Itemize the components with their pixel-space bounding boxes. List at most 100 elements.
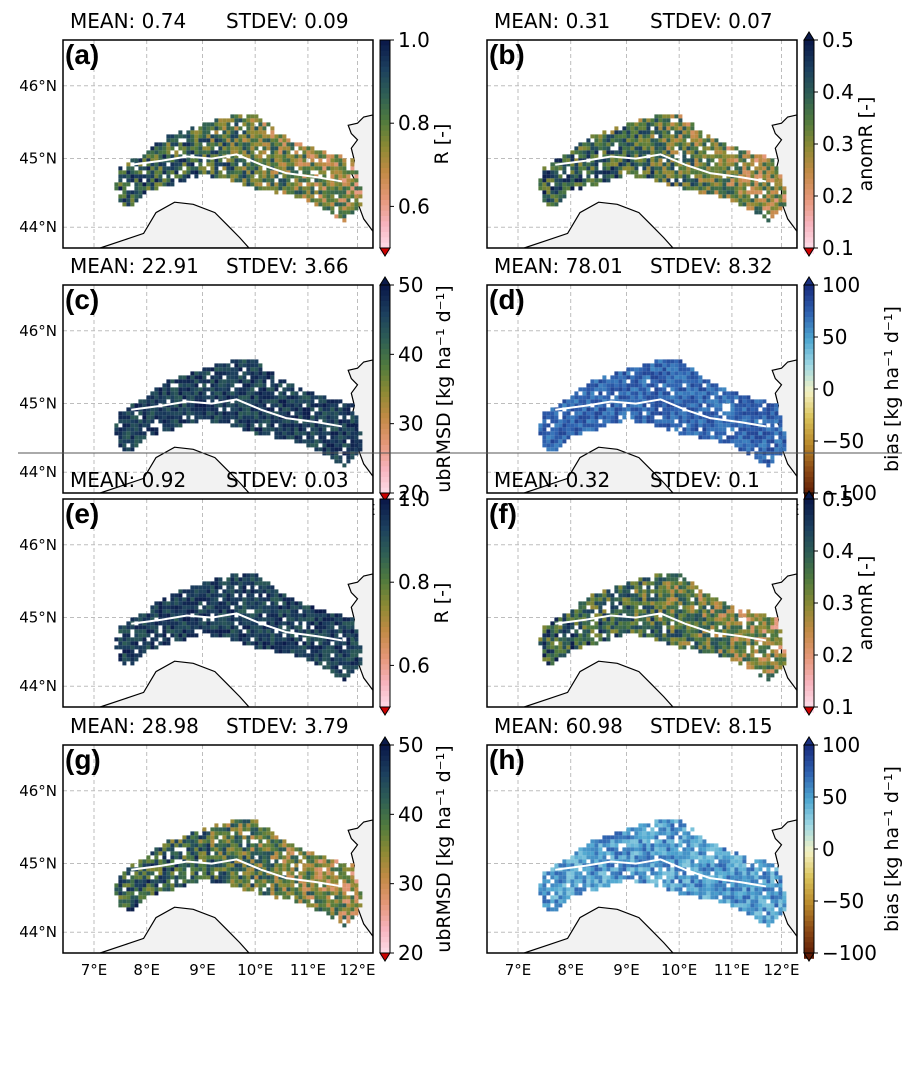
colorbar-segment [804,61,814,68]
colorbar-segment [380,798,390,805]
map-frame [62,39,374,249]
latitude-label: 46°N [19,77,57,95]
colorbar-segment [380,573,390,580]
colorbar-segment [804,621,814,628]
colorbar-segment [380,793,390,799]
colorbar-segment [380,72,390,78]
colorbar-segment [380,466,390,473]
colorbar-segment [380,285,390,291]
colorbar-segment [804,504,814,511]
colorbar-segment [804,359,814,366]
colorbar-segment [804,290,814,297]
colorbar-segment [380,104,390,110]
colorbar-segment [380,418,390,425]
colorbar-segment [380,471,390,478]
colorbar-segment [804,809,814,815]
colorbar-segment [380,680,390,687]
colorbar-segment [380,130,390,137]
colorbar-extend-bottom [803,706,815,716]
colorbar-segment [380,552,390,559]
colorbar-segment [804,611,814,617]
colorbar-segment [804,648,814,655]
colorbar-segment [804,947,814,954]
colorbar-segment [380,889,390,895]
colorbar-segment [380,616,390,623]
colorbar-segment [380,120,390,126]
colorbar-segment [804,793,814,799]
colorbar-segment [804,851,814,858]
mean-label: MEAN: 0.92 [70,468,186,492]
colorbar-tick-label: 0.2 [822,643,854,667]
colorbar-segment [380,857,390,863]
colorbar-segment [380,611,390,617]
po-river [555,398,767,428]
colorbar-segment [380,643,390,649]
colorbar-segment [380,136,390,142]
colorbar-segment [804,552,814,559]
colorbar-tick-label: 50 [822,785,847,809]
mean-label: MEAN: 0.31 [494,9,610,33]
colorbar-segment [380,669,390,676]
colorbar-label: ubRMSD [kg ha⁻¹ d⁻¹] [433,745,455,952]
colorbar-tick-label: 0 [822,377,835,401]
colorbar-segment [380,685,390,692]
colorbar-segment [380,750,390,757]
colorbar-segment [380,397,390,403]
colorbar-segment [380,343,390,350]
map-panel: MEAN: 0.92 STDEV: 0.03 (e) 46°N 45°N 44°N 1.0 0… [19,468,453,716]
latitude-label: 44°N [19,218,57,236]
colorbar-segment [380,45,390,52]
colorbar-segment [804,509,814,516]
mean-label: MEAN: 0.74 [70,9,186,33]
colorbar-segment [380,504,390,511]
colorbar-segment [804,146,814,153]
apennine-land [100,906,250,953]
colorbar-segment [380,771,390,778]
longitude-label: 9°E [613,961,640,979]
colorbar-segment [804,429,814,435]
colorbar-segment [804,643,814,649]
colorbar-tick-label: 0.3 [822,132,854,156]
colorbar-extend-bottom [379,247,391,257]
colorbar-tick-label: 50 [398,273,423,297]
colorbar-segment [380,899,390,906]
map-frame [486,498,798,708]
colorbar-label: anomR [-] [855,556,877,651]
map-area [487,499,797,707]
colorbar-segment [804,365,814,371]
colorbar-segment [804,921,814,927]
colorbar-segment [804,354,814,361]
colorbar-segment [804,579,814,585]
colorbar-segment [380,232,390,238]
colorbar-segment [804,210,814,217]
colorbar-segment [804,327,814,334]
colorbar-segment [380,216,390,222]
colorbar-extend-top [803,31,815,41]
colorbar-segment [380,178,390,185]
colorbar-extend-top [379,736,391,746]
colorbar-segment [804,45,814,52]
colorbar-segment [380,509,390,516]
colorbar-segment [804,632,814,639]
colorbar-label: R [-] [431,583,453,624]
map-frame [62,744,374,954]
colorbar-segment [804,205,814,212]
colorbar-segment [380,696,390,703]
map-area [63,745,373,953]
colorbar-tick-label: 50 [398,733,423,757]
colorbar-segment [804,237,814,244]
colorbar-segment [380,653,390,660]
map-area [63,40,373,248]
colorbar-segment [804,77,814,84]
colorbar-segment [380,200,390,206]
colorbar-segment [380,461,390,467]
colorbar-segment [380,189,390,196]
colorbar-segment [804,216,814,222]
colorbar-segment [380,830,390,837]
colorbar-extend-bottom [379,952,391,962]
colorbar-segment [380,664,390,671]
colorbar-segment [380,659,390,665]
colorbar-segment [380,157,390,164]
colorbar-segment [804,589,814,596]
colorbar-segment [380,359,390,366]
